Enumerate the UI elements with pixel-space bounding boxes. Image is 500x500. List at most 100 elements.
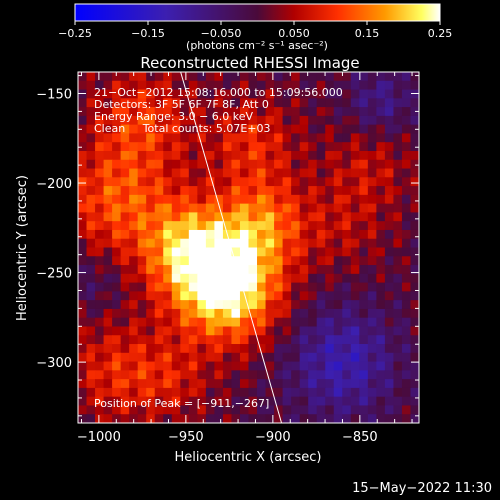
heatmap-cell: [86, 256, 96, 266]
heatmap-cell: [274, 142, 284, 152]
heatmap-cell: [333, 396, 343, 407]
heatmap-cell: [171, 203, 181, 214]
heatmap-cell: [248, 300, 258, 310]
heatmap-cell: [265, 194, 275, 205]
heatmap-cell: [120, 72, 130, 82]
heatmap-cell: [367, 89, 377, 99]
heatmap-cell: [291, 72, 301, 82]
heatmap-cell: [333, 168, 343, 178]
heatmap-cell: [197, 256, 207, 266]
heatmap-cell: [129, 247, 139, 257]
heatmap-cell: [376, 387, 386, 398]
heatmap-cell: [376, 291, 386, 301]
heatmap-cell: [231, 414, 241, 423]
heatmap-cell: [401, 89, 412, 99]
heatmap-cell: [384, 317, 395, 328]
colorbar-tick-label: 0.050: [278, 27, 310, 40]
heatmap-cell: [86, 291, 96, 301]
heatmap-cell: [333, 308, 343, 319]
heatmap-cell: [333, 186, 343, 196]
heatmap-cell: [129, 370, 139, 380]
heatmap-cell: [171, 291, 181, 301]
heatmap-cell: [333, 159, 343, 170]
heatmap-cell: [146, 352, 156, 363]
heatmap-cell: [257, 221, 267, 231]
heatmap-cell: [154, 317, 164, 328]
heatmap-cell: [333, 370, 343, 380]
heatmap-cell: [384, 133, 395, 143]
x-axis-ticks: −1000 −950 −900 −850: [77, 72, 413, 445]
heatmap-cell: [376, 212, 386, 222]
heatmap-cell: [214, 396, 224, 407]
heatmap-cell: [376, 107, 386, 117]
heatmap-cell: [384, 107, 395, 117]
heatmap-cell: [350, 273, 360, 284]
heatmap-cell: [154, 344, 164, 354]
heatmap-cell: [188, 221, 198, 231]
heatmap-cell: [103, 335, 113, 345]
heatmap-cell: [205, 273, 216, 284]
heatmap-cell: [291, 203, 301, 214]
heatmap-cell: [137, 177, 147, 187]
heatmap-cell: [257, 344, 267, 354]
heatmap-cell: [367, 203, 377, 214]
heatmap-cell: [274, 203, 284, 214]
heatmap-cell: [222, 265, 233, 275]
heatmap-cell: [359, 265, 369, 275]
heatmap-cell: [163, 221, 173, 231]
heatmap-cell: [171, 396, 181, 407]
heatmap-cell: [282, 159, 292, 170]
heatmap-cell: [367, 273, 377, 284]
heatmap-cell: [282, 300, 292, 310]
heatmap-cell: [350, 344, 360, 354]
heatmap-cell: [350, 229, 360, 240]
heatmap-cell: [274, 186, 284, 196]
heatmap-cell: [231, 273, 241, 284]
heatmap-cell: [376, 177, 386, 187]
heatmap-cell: [214, 282, 224, 292]
heatmap-cell: [384, 273, 395, 284]
heatmap-cell: [367, 396, 377, 407]
heatmap-cell: [154, 133, 164, 143]
heatmap-cell: [137, 238, 147, 249]
heatmap-cell: [325, 107, 335, 117]
heatmap-cell: [248, 115, 258, 126]
heatmap-cell: [359, 150, 369, 161]
heatmap-cell: [129, 317, 139, 328]
heatmap-cell: [342, 229, 352, 240]
heatmap-cell: [205, 308, 216, 319]
heatmap-cell: [265, 115, 275, 126]
heatmap-cell: [376, 229, 386, 240]
heatmap-cell: [197, 115, 207, 126]
heatmap-cell: [137, 256, 147, 266]
heatmap-cell: [299, 142, 309, 152]
heatmap-cell: [367, 326, 377, 336]
heatmap-cell: [146, 344, 156, 354]
heatmap-cell: [342, 212, 352, 222]
heatmap-cell: [410, 273, 419, 284]
heatmap-cell: [316, 194, 326, 205]
heatmap-cell: [197, 89, 207, 99]
heatmap-cell: [188, 370, 198, 380]
heatmap-cell: [401, 396, 412, 407]
heatmap-cell: [282, 247, 292, 257]
heatmap-cell: [239, 212, 250, 222]
heatmap-cell: [103, 291, 113, 301]
heatmap-cell: [333, 133, 343, 143]
heatmap-cell: [401, 186, 412, 196]
heatmap-cell: [291, 212, 301, 222]
heatmap-cell: [359, 98, 369, 108]
heatmap-cell: [214, 159, 224, 170]
heatmap-cell: [103, 256, 113, 266]
heatmap-cell: [214, 115, 224, 126]
heatmap-cell: [248, 414, 258, 423]
heatmap-cell: [197, 387, 207, 398]
heatmap-cell: [393, 308, 403, 319]
heatmap-cell: [359, 387, 369, 398]
heatmap-cell: [163, 115, 173, 126]
colorbar-unit-label: (photons cm⁻² s⁻¹ asec⁻²): [186, 39, 328, 52]
heatmap-cell: [384, 335, 395, 345]
heatmap-cell: [171, 387, 181, 398]
heatmap-cell: [222, 379, 233, 389]
heatmap-cell: [205, 326, 216, 336]
